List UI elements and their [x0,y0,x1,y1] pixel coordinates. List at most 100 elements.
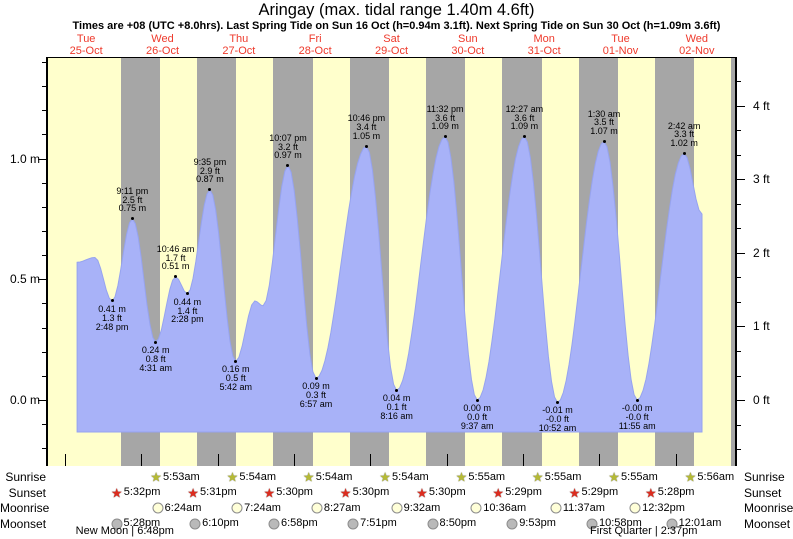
tide-annotation-line: 3.6 ft [514,112,535,123]
moonrise-time: 10:36am [483,501,527,514]
tide-annotation: 1:30 am 3.5 ft 1.07 m [588,109,621,136]
tide-annotation: 10:46 pm 3.4 ft 1.05 m [348,114,386,140]
midnight-tick [675,454,677,466]
y-tick-right [737,154,741,156]
tide-annotation-line: 0.51 m [161,261,190,272]
y-tick-left [42,110,46,112]
day-header: Sun 30-Oct [451,33,485,57]
y-tick-left [42,255,46,257]
sunrise-star-icon: ★ [302,469,315,485]
tide-annotation: -0.00 m -0.0 ft 11:55 am [619,404,656,430]
sunrise-star-icon: ★ [150,469,162,485]
midnight-tick [141,454,143,466]
moonrise-time: 7:24am [244,501,281,514]
sunrise-star-icon: ★ [608,469,620,485]
tide-annotation-line: 1.4 ft [177,305,198,316]
tide-annotation-line: 10:52 am [538,423,577,433]
y-tick-left [42,448,46,450]
tide-annotation: 9:35 pm 2.9 ft 0.87 m [194,157,227,185]
tide-annotation-line: 0.97 m [274,150,302,161]
sunset-star-icon: ★ [492,485,505,500]
tide-annotation-line: 1.05 m [352,131,381,142]
tide-annotation-line: 0.0 ft [467,411,488,422]
sunrise-time: 5:54am [392,470,429,483]
tide-annotation-line: 3.3 ft [674,129,695,140]
tide-annotation-line: 6:57 am [299,398,333,409]
tide-dot [522,135,526,139]
day-weekday: Mon [533,33,555,45]
y-axis-right [735,58,737,466]
sunrise-time: 5:56am [697,470,735,483]
moonrise-circle-icon [550,502,562,514]
sunset-time: 5:30pm [276,486,313,498]
y-axis-label-ft: 3 ft [753,172,770,187]
y-tick-right [737,228,741,230]
day-header: Tue 01-Nov [603,33,638,57]
sunrise-time: 5:54am [239,470,277,483]
tide-annotation-line: 8:16 am [380,410,413,421]
tide-dot [174,275,178,279]
moonrise-circle-icon [391,502,403,514]
day-date: 27-Oct [222,44,256,57]
y-tick-left [42,206,46,208]
day-date: 29-Oct [374,44,409,57]
day-header: Sat 29-Oct [374,33,409,57]
day-date: 30-Oct [451,44,485,57]
tide-annotation-line: 0.24 m [141,345,170,356]
moonset-circle-icon [506,518,518,529]
tide-annotation-line: 3.2 ft [277,141,298,152]
y-tick-left [42,375,46,377]
tide-annotation-line: 1.7 ft [165,252,186,263]
tide-annotation: 12:27 am 3.6 ft 1.09 m [506,104,544,131]
tide-dot [185,292,189,296]
tide-dot [602,140,606,144]
day-header: Tue 25-Oct [69,33,103,57]
y-tick-right [737,449,741,451]
moonset-time: 12:01am [678,517,722,529]
y-axis-left [46,58,48,466]
tide-annotation: 10:46 am 1.7 ft 0.51 m [157,244,195,272]
tide-annotation: 0.24 m 0.8 ft 4:31 am [139,346,172,372]
plot-top-border [46,57,737,58]
y-tick-right [737,424,741,426]
y-tick-left [42,86,46,88]
day-date: 28-Oct [298,44,332,57]
tide-dot [110,299,114,303]
moonset-circle-icon [268,518,280,529]
y-axis-label-ft: 4 ft [753,98,770,113]
tide-annotation-line: 0.5 ft [225,373,246,384]
row-label-sunrise-right: Sunrise [744,470,785,484]
y-tick-left [42,61,46,63]
y-tick-left [42,231,46,232]
tide-annotation-line: 10:07 pm [269,132,307,143]
y-axis-label-ft: 2 ft [753,245,770,260]
y-tick-left [42,351,46,353]
row-label-moonrise-right: Moonrise [744,501,793,515]
day-weekday: Tue [76,33,96,45]
tide-dot [555,400,559,404]
midnight-tick [293,454,295,466]
tide-dot [154,340,158,344]
y-tick-right [737,105,745,107]
tide-area-path [76,136,703,433]
sunset-star-icon: ★ [644,485,657,500]
moonrise-circle-icon [629,502,641,514]
y-axis-label-m: 0.5 m [9,272,40,287]
midnight-tick [522,454,524,466]
tide-annotation-line: 9:37 am [460,420,494,431]
tide-annotation-line: 0.1 ft [386,402,407,413]
day-weekday: Fri [308,33,322,45]
y-tick-right [737,179,745,181]
moonset-time: 8:50pm [439,517,477,529]
tide-annotation-line: 0.00 m [463,403,491,413]
day-date: 25-Oct [69,44,103,57]
tide-annotation: 0.41 m 1.3 ft 2:48 pm [96,305,129,331]
tide-annotation-line: 2:42 am [667,120,701,131]
row-label-sunset-right: Sunset [744,485,782,500]
tide-annotation-line: 2:28 pm [171,314,204,325]
y-tick-right [737,277,741,279]
moonrise-circle-icon [470,502,482,514]
sunrise-star-icon: ★ [226,469,239,485]
tide-annotation-line: 0.87 m [196,174,224,185]
y-tick-right [737,301,741,303]
